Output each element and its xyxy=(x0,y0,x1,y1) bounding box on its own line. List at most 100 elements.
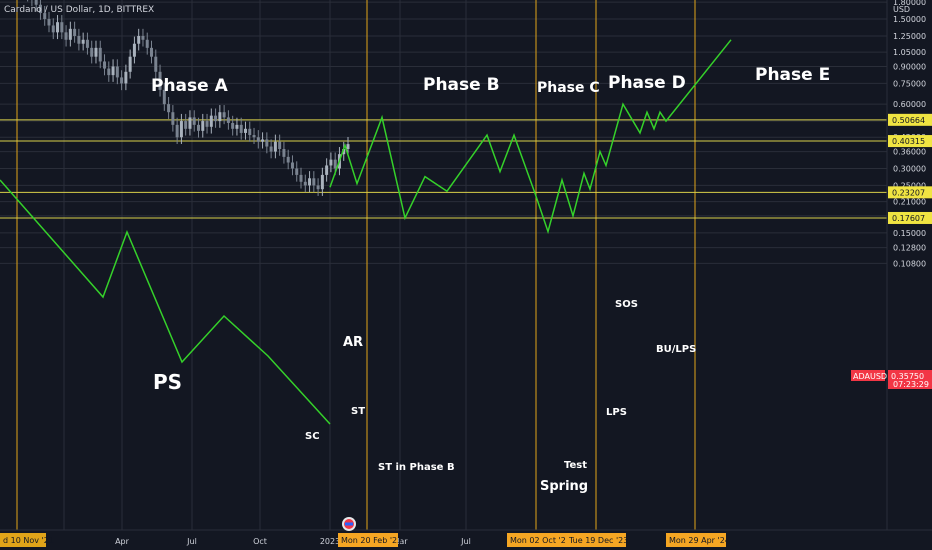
price-tick-label: 0.75000 xyxy=(893,79,926,88)
candle-body xyxy=(47,19,51,26)
phase-c-label: Phase C xyxy=(537,80,600,96)
candle-body xyxy=(346,144,350,150)
candle-body xyxy=(85,39,89,48)
candle-body xyxy=(98,47,102,62)
grid-lines xyxy=(0,0,887,530)
price-tick-label: 1.05000 xyxy=(893,48,926,57)
date-marker-bg-2 xyxy=(507,533,567,547)
wave-line-left xyxy=(0,179,331,425)
level-tag-bg-0 xyxy=(888,113,932,126)
candle-body xyxy=(103,61,107,69)
wave-line-projection xyxy=(329,39,732,235)
price-tick-label: 1.50000 xyxy=(893,15,926,24)
countdown: 07:23:29 xyxy=(893,380,929,389)
candle-body xyxy=(171,112,175,125)
annotation-st: ST xyxy=(351,406,365,417)
candle-body xyxy=(188,117,192,129)
annotation-st-phase-b: ST in Phase B xyxy=(378,462,455,473)
candle-body xyxy=(278,141,282,150)
candle-body xyxy=(124,71,128,84)
symbol-tag: ADAUSD xyxy=(853,372,887,381)
candle-body xyxy=(243,128,247,133)
tradingview-logo[interactable] xyxy=(342,517,356,531)
wyckoff-wave-lines xyxy=(0,39,732,425)
annotation-test: Test xyxy=(564,460,587,471)
date-marker-label-4: Mon 29 Apr '24 xyxy=(669,536,730,545)
price-tick-label: 1.80000 xyxy=(893,0,926,7)
candle-body xyxy=(192,117,196,125)
candle-body xyxy=(64,32,68,40)
time-tick-label: 2023 xyxy=(320,537,340,546)
candle-body xyxy=(299,174,303,182)
candle-body xyxy=(312,178,316,186)
date-marker-bg-1 xyxy=(338,533,398,547)
candle-body xyxy=(265,139,269,147)
annotation-lps: LPS xyxy=(606,407,627,418)
candle-body xyxy=(290,162,294,169)
candle-body xyxy=(158,71,162,90)
candle-body xyxy=(325,165,329,175)
current-price-value: 0.35750 xyxy=(891,372,924,381)
date-marker-bg-0 xyxy=(0,533,46,547)
candle-body xyxy=(162,89,166,105)
candle-body xyxy=(150,47,154,57)
phase-a-label: Phase A xyxy=(151,76,229,96)
level-tag-bg-1 xyxy=(888,135,932,148)
candle-body xyxy=(81,39,85,44)
candle-body xyxy=(196,124,200,131)
candle-body xyxy=(303,181,307,186)
price-tick-label: 0.10800 xyxy=(893,259,926,268)
candle-body xyxy=(261,139,265,142)
candle-body xyxy=(226,117,230,123)
candle-body xyxy=(51,25,55,33)
time-axis-labels: Apr Jul Oct 2023 Mar Jul d 10 Nov '21 Mon 20 Fe… xyxy=(0,533,730,547)
candle-body xyxy=(209,115,213,127)
candle-body xyxy=(282,149,286,157)
candle-body xyxy=(316,185,320,190)
time-tick-label: Oct xyxy=(253,537,267,546)
price-tick-label: 0.25000 xyxy=(893,181,926,190)
date-marker-label-0: d 10 Nov '21 xyxy=(3,536,54,545)
candle-body xyxy=(329,159,333,166)
candle-body xyxy=(167,104,171,113)
date-marker-label-3: Tue 19 Dec '23 xyxy=(568,536,628,545)
price-tick-label: 1.25000 xyxy=(893,32,926,41)
price-axis[interactable] xyxy=(887,0,932,530)
candle-body xyxy=(175,124,179,138)
chart-title: Cardano / US Dollar, 1D, BITTREX xyxy=(4,5,154,15)
candle-body xyxy=(269,146,273,152)
candle-body xyxy=(333,159,337,169)
candle-body xyxy=(107,68,111,76)
time-tick-label: Jul xyxy=(186,537,197,546)
price-tick-label: 0.90000 xyxy=(893,62,926,71)
candle-body xyxy=(256,137,260,142)
currency-label: USD xyxy=(893,5,910,14)
price-tick-label: 0.30000 xyxy=(893,164,926,173)
candle-body xyxy=(154,56,158,72)
time-tick-label: Apr xyxy=(115,537,130,546)
candle-body xyxy=(248,128,252,136)
candle-body xyxy=(214,115,218,122)
date-marker-label-2: Mon 02 Oct '23 xyxy=(510,536,571,545)
candle-body xyxy=(179,121,183,138)
candle-body xyxy=(286,156,290,163)
price-tick-label: 0.36000 xyxy=(893,148,926,157)
level-tag-bg-3 xyxy=(888,211,932,224)
candle-body xyxy=(68,28,72,40)
support-resistance-levels xyxy=(0,119,887,219)
candle-body xyxy=(295,168,299,175)
candle-body xyxy=(231,122,235,129)
candle-body xyxy=(141,35,145,40)
level-tag-3: 0.17607 xyxy=(892,214,925,223)
price-tick-label: 0.15000 xyxy=(893,229,926,238)
time-tick-label: Mar xyxy=(392,537,408,546)
time-tick-label: Jul xyxy=(460,537,471,546)
candle-body xyxy=(137,35,141,44)
candle-body xyxy=(115,66,119,78)
price-tick-label: 0.21000 xyxy=(893,198,926,207)
candle-body xyxy=(38,4,42,14)
price-tick-label: 0.12800 xyxy=(893,244,926,253)
date-marker-bg-3 xyxy=(566,533,626,547)
level-price-tags: 0.50664 0.40315 0.23207 0.17607 xyxy=(888,113,932,224)
